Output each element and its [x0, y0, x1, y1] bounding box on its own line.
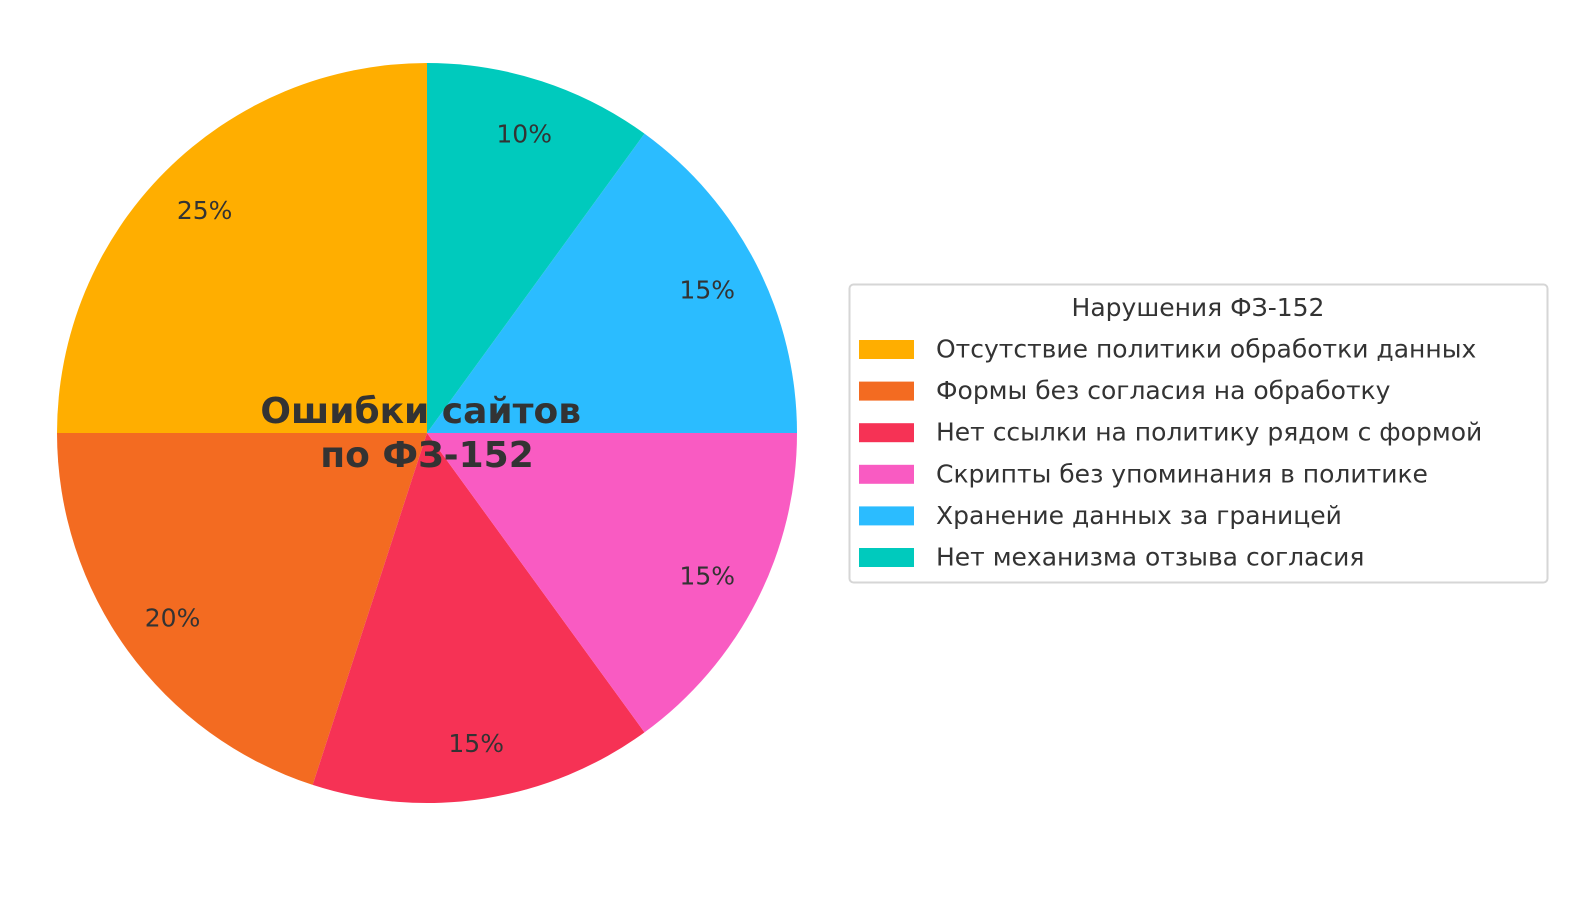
- legend-swatch: [859, 423, 914, 443]
- legend-entry-label: Скрипты без упоминания в политике: [936, 459, 1428, 488]
- legend-swatch: [859, 464, 914, 484]
- slice-percent-label: 15%: [679, 276, 735, 305]
- legend: Нарушения ФЗ-152 Отсутствие политики обр…: [848, 283, 1549, 584]
- pie-slices: [57, 63, 797, 804]
- pie-labels: 25% 20% 15% 15% 15% 10%: [145, 119, 735, 758]
- legend-entry-label: Хранение данных за границей: [936, 501, 1342, 530]
- slice-percent-label: 25%: [177, 196, 233, 225]
- legend-frame: [848, 283, 1549, 584]
- legend-swatch: [859, 548, 914, 567]
- pie-slice: [427, 133, 797, 434]
- legend-entry-label: Отсутствие политики обработки данных: [936, 335, 1476, 364]
- legend-entry-label: Нет механизма отзыва согласия: [936, 543, 1364, 572]
- legend-items: Отсутствие политики обработки данных Форм…: [859, 335, 1482, 572]
- slice-percent-label: 20%: [145, 603, 201, 632]
- chart-title-line-1: Ошибки сайтов: [260, 391, 581, 432]
- pie-slice: [312, 433, 645, 804]
- slice-percent-label: 15%: [448, 729, 504, 758]
- pie-slice: [427, 433, 797, 733]
- legend-title: Нарушения ФЗ-152: [1072, 293, 1325, 322]
- pie-slice: [57, 63, 427, 433]
- legend-swatch: [859, 506, 914, 526]
- legend-swatch: [859, 381, 914, 401]
- chart-title-line-2: по ФЗ-152: [320, 435, 534, 476]
- slice-percent-label: 15%: [679, 561, 735, 590]
- pie-slice: [57, 433, 427, 785]
- pie-slice: [427, 63, 645, 433]
- legend-swatch: [859, 340, 914, 359]
- chart-title: Ошибки сайтов по ФЗ-152: [260, 391, 593, 476]
- legend-entry-label: Нет ссылки на политику рядом с формой: [936, 418, 1482, 447]
- legend-entry-label: Формы без согласия на обработку: [936, 376, 1391, 405]
- slice-percent-label: 10%: [496, 119, 552, 148]
